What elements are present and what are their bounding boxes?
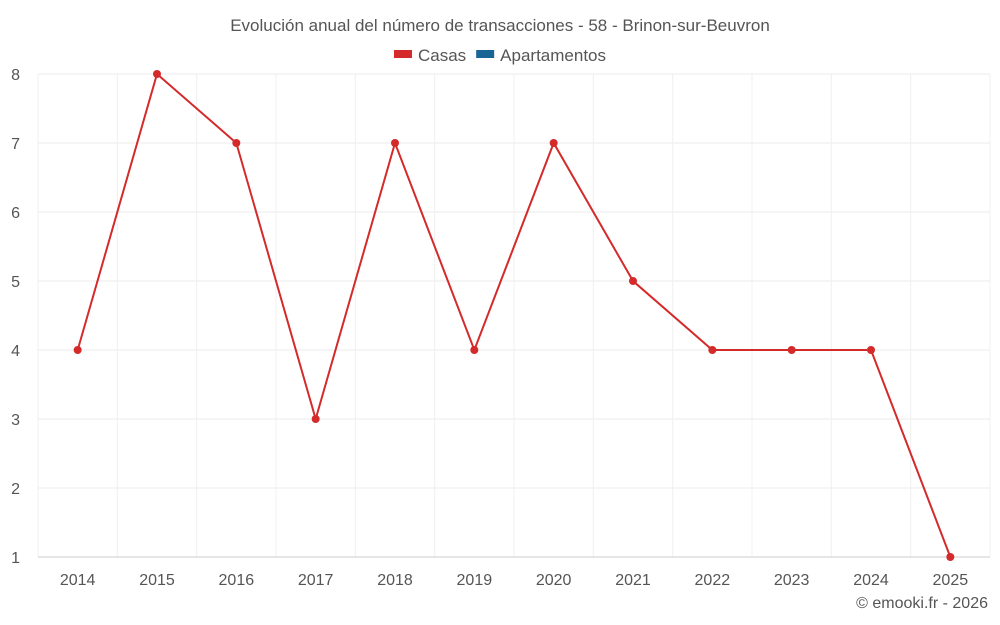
data-point-casas-2021 bbox=[629, 277, 637, 285]
x-tick-label-2021: 2021 bbox=[615, 572, 651, 589]
y-tick-label-7: 7 bbox=[11, 136, 20, 153]
legend-swatch-apartamentos bbox=[476, 50, 495, 58]
legend-label-apartamentos: Apartamentos bbox=[500, 46, 606, 65]
x-tick-label-2014: 2014 bbox=[60, 572, 96, 589]
series-line-casas bbox=[76, 72, 952, 558]
x-tick-label-2023: 2023 bbox=[774, 572, 810, 589]
data-point-casas-2014 bbox=[73, 346, 82, 354]
data-point-casas-2022 bbox=[708, 346, 717, 354]
y-tick-label-5: 5 bbox=[11, 274, 20, 291]
y-tick-label-8: 8 bbox=[11, 67, 20, 84]
x-tick-label-2024: 2024 bbox=[853, 572, 889, 589]
x-tick-label-2019: 2019 bbox=[457, 572, 493, 589]
chart-title: Evolución anual del número de transaccio… bbox=[230, 16, 770, 35]
y-tick-label-6: 6 bbox=[11, 205, 20, 222]
x-tick-label-2020: 2020 bbox=[536, 572, 572, 589]
x-tick-label-2025: 2025 bbox=[933, 572, 969, 589]
data-point-casas-2019 bbox=[470, 346, 479, 354]
legend: Casas Apartamentos bbox=[393, 46, 606, 65]
data-point-casas-2017 bbox=[311, 415, 320, 423]
data-point-casas-2018 bbox=[391, 139, 399, 147]
legend-swatch-casas bbox=[393, 50, 412, 58]
legend-item-apartamentos[interactable]: Apartamentos bbox=[476, 46, 606, 65]
x-tick-label-2017: 2017 bbox=[298, 572, 334, 589]
x-tick-label-2015: 2015 bbox=[139, 572, 175, 589]
series-layer bbox=[73, 70, 955, 561]
data-point-casas-2024 bbox=[867, 346, 875, 354]
y-tick-label-1: 1 bbox=[11, 550, 20, 567]
copyright-footer: © emooki.fr - 2026 bbox=[856, 595, 988, 612]
data-point-casas-2023 bbox=[787, 346, 796, 354]
grid bbox=[37, 73, 991, 558]
x-tick-label-2022: 2022 bbox=[695, 572, 731, 589]
y-tick-label-4: 4 bbox=[11, 343, 20, 360]
axes: 1 2 3 4 5 6 7 8 2014 2015 2016 2017 2018 2019 2020 2021… bbox=[11, 67, 990, 589]
x-tick-label-2016: 2016 bbox=[219, 572, 255, 589]
data-point-casas-2025 bbox=[946, 553, 955, 561]
data-point-casas-2020 bbox=[549, 139, 558, 147]
legend-item-casas[interactable]: Casas bbox=[393, 46, 466, 65]
y-tick-label-2: 2 bbox=[11, 481, 20, 498]
data-point-casas-2016 bbox=[232, 139, 241, 147]
legend-label-casas: Casas bbox=[418, 46, 466, 65]
data-point-casas-2015 bbox=[153, 70, 161, 78]
x-tick-label-2018: 2018 bbox=[377, 572, 413, 589]
y-tick-label-3: 3 bbox=[11, 412, 20, 429]
